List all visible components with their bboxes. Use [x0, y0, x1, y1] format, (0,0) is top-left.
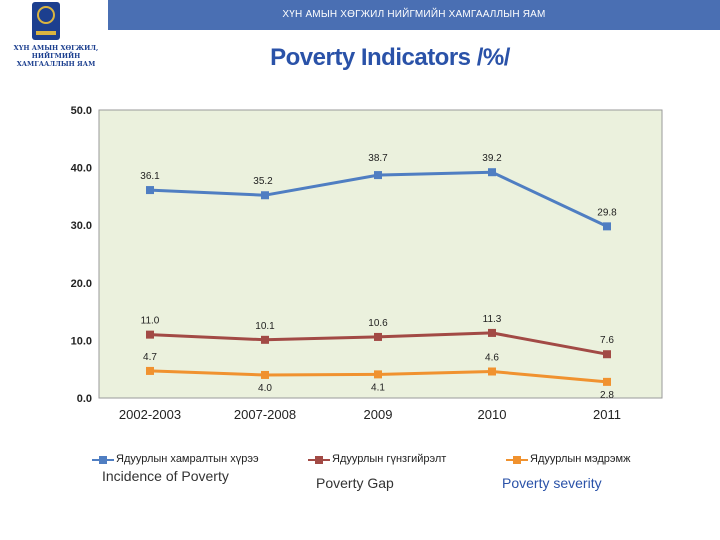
x-axis: 2002-2003 2007-2008 2009 2010 2011: [119, 407, 621, 422]
x-tick-label: 2009: [364, 407, 393, 422]
x-tick-label: 2011: [593, 407, 621, 422]
y-tick-label: 30.0: [71, 220, 92, 232]
data-point-severity: [488, 367, 496, 376]
y-tick-label: 10.0: [71, 335, 92, 347]
plot-area: [98, 109, 663, 399]
data-point-incidence: [261, 191, 269, 200]
data-label-severity: 4.7: [143, 352, 157, 363]
legend-label-incidence-en: Incidence of Poverty: [102, 468, 229, 484]
logo-caption-line2: НИЙГМИЙН ХАМГААЛЛЫН ЯАМ: [16, 52, 96, 68]
data-label-gap: 10.6: [368, 318, 388, 329]
data-label-incidence: 36.1: [140, 171, 160, 182]
legend-marker-gap: [315, 456, 323, 464]
legend-label-severity-en: Poverty severity: [502, 475, 602, 491]
y-tick-label: 0.0: [77, 393, 92, 405]
series-gap: 11.0 10.1 10.6 11.3 7.6: [141, 314, 614, 359]
x-tick-label: 2010: [478, 407, 507, 422]
x-tick-label: 2002-2003: [119, 407, 181, 422]
legend-marker-incidence: [99, 456, 107, 464]
y-tick-label: 20.0: [71, 278, 92, 290]
data-label-incidence: 35.2: [253, 176, 273, 187]
chart-title: Poverty Indicators /%/: [270, 44, 510, 71]
data-label-severity: 4.0: [258, 383, 272, 394]
series-group: 36.1 35.2 38.7 39.2 29.8 11.0 10.1 10.6 11.3 7.6 4…: [140, 153, 617, 401]
legend: Ядуурлын хамралтын хүрээ Incidence of Po…: [0, 453, 720, 503]
y-axis: 0.0 10.0 20.0 30.0 40.0 50.0: [71, 105, 92, 405]
x-tick-label: 2007-2008: [234, 407, 296, 422]
legend-marker-severity: [513, 456, 521, 464]
legend-label-gap-mn: Ядуурлын гүнзгийрэлт: [332, 453, 447, 465]
data-point-gap: [374, 332, 382, 341]
data-point-gap: [603, 350, 611, 359]
y-tick-label: 40.0: [71, 163, 92, 175]
data-label-severity: 2.8: [600, 390, 614, 401]
data-label-gap: 7.6: [600, 335, 614, 346]
legend-label-gap-en: Poverty Gap: [316, 475, 394, 491]
data-label-incidence: 29.8: [597, 207, 617, 218]
data-label-severity: 4.6: [485, 353, 499, 364]
data-point-incidence: [603, 222, 611, 231]
ministry-logo: ХҮН АМЫН ХӨГЖИЛ, НИЙГМИЙН ХАМГААЛЛЫН ЯАМ: [0, 0, 110, 68]
data-label-severity: 4.1: [371, 382, 385, 393]
data-point-incidence: [488, 168, 496, 177]
y-tick-label: 50.0: [71, 105, 92, 117]
emblem-icon: [32, 2, 60, 40]
legend-label-incidence-mn: Ядуурлын хамралтын хүрээ: [116, 453, 259, 465]
data-point-severity: [261, 370, 269, 379]
series-severity: 4.7 4.0 4.1 4.6 2.8: [143, 352, 614, 401]
data-point-severity: [374, 370, 382, 379]
data-label-gap: 11.3: [483, 314, 502, 325]
data-point-severity: [603, 377, 611, 386]
data-label-gap: 11.0: [141, 316, 160, 327]
data-point-gap: [261, 335, 269, 344]
logo-caption: ХҮН АМЫН ХӨГЖИЛ, НИЙГМИЙН ХАМГААЛЛЫН ЯАМ: [4, 44, 108, 68]
logo-caption-line1: ХҮН АМЫН ХӨГЖИЛ,: [13, 44, 99, 52]
legend-label-severity-mn: Ядуурлын мэдрэмж: [530, 453, 631, 465]
ministry-header-bar: ХҮН АМЫН ХӨГЖИЛ НИЙГМИЙН ХАМГААЛЛЫН ЯАМ: [108, 0, 720, 30]
data-label-incidence: 39.2: [482, 153, 502, 164]
series-incidence: 36.1 35.2 38.7 39.2 29.8: [140, 153, 617, 231]
data-point-gap: [488, 328, 496, 337]
data-label-gap: 10.1: [255, 321, 275, 332]
data-point-severity: [146, 366, 154, 375]
data-label-incidence: 38.7: [368, 153, 388, 164]
data-point-incidence: [374, 171, 382, 180]
data-point-incidence: [146, 186, 154, 195]
data-point-gap: [146, 330, 154, 339]
